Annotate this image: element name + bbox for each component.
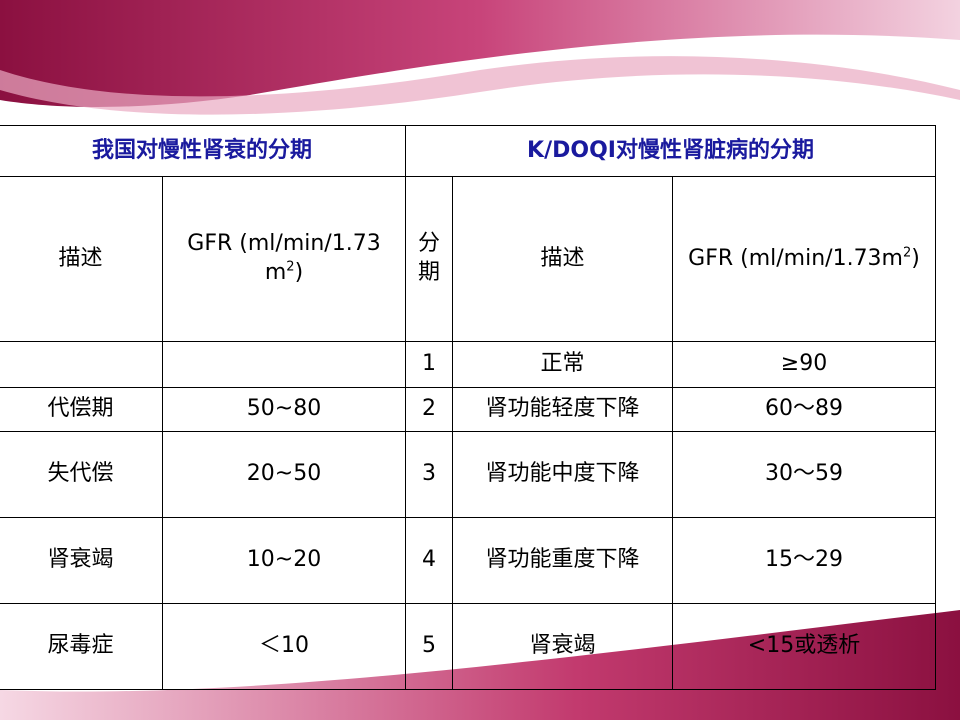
cell: 30～59 bbox=[672, 431, 937, 518]
cell: 肾衰竭 bbox=[0, 517, 163, 604]
cell: 20~50 bbox=[161, 431, 407, 518]
header-sup: 2 bbox=[286, 259, 295, 275]
cell: ＜10 bbox=[161, 603, 407, 690]
header-tail: ) bbox=[911, 245, 920, 271]
cell: 肾衰竭 bbox=[452, 603, 674, 690]
data-row: 尿毒症 ＜10 5 肾衰竭 <15或透析 bbox=[0, 603, 937, 690]
top-accent bbox=[0, 56, 960, 115]
group-header: K/DOQI对慢性肾脏病的分期 bbox=[405, 125, 937, 177]
data-row: 肾衰竭 10~20 4 肾功能重度下降 15～29 bbox=[0, 517, 937, 604]
cell: <15或透析 bbox=[672, 603, 937, 690]
empty-cell bbox=[161, 341, 407, 388]
data-row: 代偿期 50~80 2 肾功能轻度下降 60～89 bbox=[0, 387, 937, 432]
cell: 50~80 bbox=[161, 387, 407, 432]
top-swoosh bbox=[0, 0, 960, 107]
cell: 正常 bbox=[452, 341, 674, 388]
header-text: GFR (ml/min/1.73m bbox=[688, 245, 903, 271]
data-row: 1 正常 ≥90 bbox=[0, 341, 937, 388]
column-header: 描述 bbox=[0, 176, 163, 342]
column-header: 分期 bbox=[405, 176, 454, 342]
column-header: GFR (ml/min/1.73 m2) bbox=[161, 176, 407, 342]
cell: 15～29 bbox=[672, 517, 937, 604]
cell: ≥90 bbox=[672, 341, 937, 388]
cell: 60～89 bbox=[672, 387, 937, 432]
group-header: 我国对慢性肾衰的分期 bbox=[0, 125, 407, 177]
stage-table: 我国对慢性肾衰的分期 K/DOQI对慢性肾脏病的分期描述 GFR (ml/min/1… bbox=[0, 125, 937, 690]
cell: 失代偿 bbox=[0, 431, 163, 518]
header-tail: ) bbox=[294, 260, 304, 285]
header-sup: 2 bbox=[903, 245, 912, 261]
header-text: 描述 bbox=[58, 245, 103, 271]
cell: 10~20 bbox=[161, 517, 407, 604]
cell: 肾功能轻度下降 bbox=[452, 387, 674, 432]
cell: 2 bbox=[405, 387, 454, 432]
cell: 3 bbox=[405, 431, 454, 518]
header-text: 描述 bbox=[540, 245, 585, 271]
cell: 尿毒症 bbox=[0, 603, 163, 690]
header-text: 分期 bbox=[418, 231, 441, 285]
cell: 1 bbox=[405, 341, 454, 388]
group-header-row: 我国对慢性肾衰的分期 K/DOQI对慢性肾脏病的分期 bbox=[0, 125, 937, 177]
header-text: GFR (ml/min/1.73 m bbox=[187, 231, 381, 285]
column-header: GFR (ml/min/1.73m2) bbox=[672, 176, 937, 342]
cell: 代偿期 bbox=[0, 387, 163, 432]
table-body: 我国对慢性肾衰的分期 K/DOQI对慢性肾脏病的分期描述 GFR (ml/min/1… bbox=[0, 125, 937, 690]
bottom-swoosh bbox=[0, 610, 960, 720]
cell: 4 bbox=[405, 517, 454, 604]
cell: 5 bbox=[405, 603, 454, 690]
column-header-row: 描述 GFR (ml/min/1.73 m2) 分期 描述 GFR (ml/min/1.… bbox=[0, 176, 937, 342]
data-row: 失代偿 20~50 3 肾功能中度下降 30～59 bbox=[0, 431, 937, 518]
cell: 肾功能中度下降 bbox=[452, 431, 674, 518]
empty-cell bbox=[0, 341, 163, 388]
cell: 肾功能重度下降 bbox=[452, 517, 674, 604]
column-header: 描述 bbox=[452, 176, 674, 342]
